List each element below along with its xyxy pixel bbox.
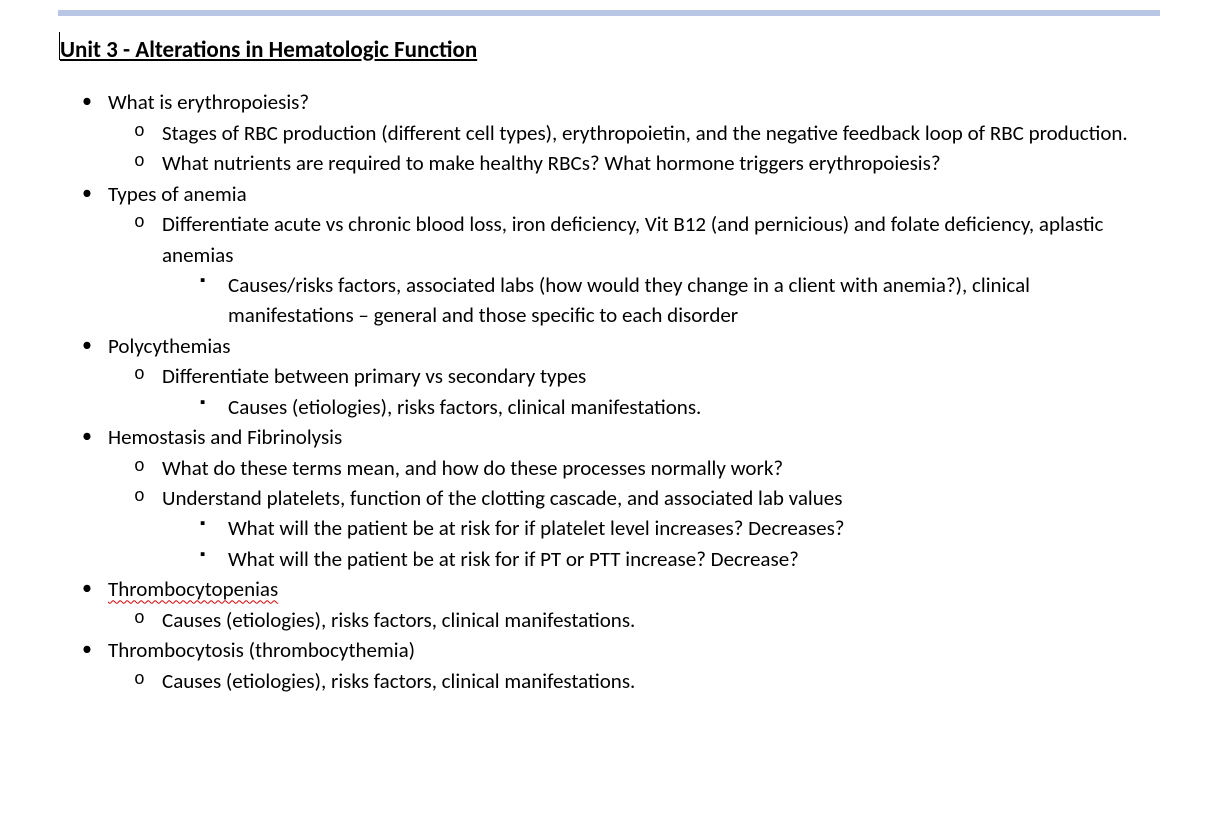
list-item[interactable]: Types of anemia Differentiate acute vs c… [82,179,1160,331]
list-item[interactable]: Causes/risks factors, associated labs (h… [198,270,1160,331]
list-item-text: Types of anemia [108,181,247,207]
text-cursor [59,32,60,60]
outline-level-2: Causes (etiologies), risks factors, clin… [108,666,1160,696]
list-item[interactable]: Thrombocytosis (thrombocythemia) Causes … [82,635,1160,696]
list-item-text: What do these terms mean, and how do the… [162,455,783,481]
list-item[interactable]: Causes (etiologies), risks factors, clin… [198,392,1160,422]
outline-level-3: What will the patient be at risk for if … [162,513,1160,574]
list-item-text: Causes/risks factors, associated labs (h… [228,272,1030,328]
list-item[interactable]: What will the patient be at risk for if … [198,513,1160,543]
list-item-text: Thrombocytosis (thrombocythemia) [108,637,415,663]
list-item[interactable]: Thrombocytopenias Causes (etiologies), r… [82,574,1160,635]
list-item-text: What nutrients are required to make heal… [162,150,941,176]
list-item[interactable]: What will the patient be at risk for if … [198,544,1160,574]
outline-level-2: Differentiate between primary vs seconda… [108,361,1160,422]
outline-level-2: Stages of RBC production (different cell… [108,118,1160,179]
list-item-text: Causes (etiologies), risks factors, clin… [162,607,635,633]
outline-level-1: What is erythropoiesis? Stages of RBC pr… [58,87,1160,696]
outline-level-2: What do these terms mean, and how do the… [108,453,1160,575]
list-item-text: Causes (etiologies), risks factors, clin… [228,394,701,420]
document-page: Unit 3 - Alterations in Hematologic Func… [0,0,1218,726]
list-item-text: Hemostasis and Fibrinolysis [108,424,342,450]
outline-level-2: Causes (etiologies), risks factors, clin… [108,605,1160,635]
outline-level-2: Differentiate acute vs chronic blood los… [108,209,1160,331]
list-item[interactable]: Hemostasis and Fibrinolysis What do thes… [82,422,1160,574]
list-item[interactable]: Stages of RBC production (different cell… [132,118,1160,148]
section-heading[interactable]: Unit 3 - Alterations in Hematologic Func… [60,34,1160,67]
outline-level-3: Causes/risks factors, associated labs (h… [162,270,1160,331]
list-item-text: What is erythropoiesis? [108,89,309,115]
list-item-text: Differentiate acute vs chronic blood los… [162,211,1103,267]
list-item-text: What will the patient be at risk for if … [228,546,799,572]
list-item-text: Stages of RBC production (different cell… [162,120,1128,146]
heading-text: Unit 3 - Alterations in Hematologic Func… [60,36,477,64]
list-item[interactable]: Polycythemias Differentiate between prim… [82,331,1160,422]
list-item-text: Polycythemias [108,333,230,359]
list-item-text: Understand platelets, function of the cl… [162,485,842,511]
list-item-text: What will the patient be at risk for if … [228,515,845,541]
outline-level-3: Causes (etiologies), risks factors, clin… [162,392,1160,422]
list-item[interactable]: Understand platelets, function of the cl… [132,483,1160,574]
list-item[interactable]: Causes (etiologies), risks factors, clin… [132,605,1160,635]
list-item[interactable]: Differentiate between primary vs seconda… [132,361,1160,422]
list-item-text: Differentiate between primary vs seconda… [162,363,586,389]
list-item[interactable]: What do these terms mean, and how do the… [132,453,1160,483]
list-item[interactable]: What nutrients are required to make heal… [132,148,1160,178]
list-item[interactable]: What is erythropoiesis? Stages of RBC pr… [82,87,1160,178]
list-item[interactable]: Differentiate acute vs chronic blood los… [132,209,1160,331]
list-item[interactable]: Causes (etiologies), risks factors, clin… [132,666,1160,696]
list-item-text: Causes (etiologies), risks factors, clin… [162,668,635,694]
list-item-text-spell-error: Thrombocytopenias [108,576,278,602]
top-divider [58,10,1160,16]
